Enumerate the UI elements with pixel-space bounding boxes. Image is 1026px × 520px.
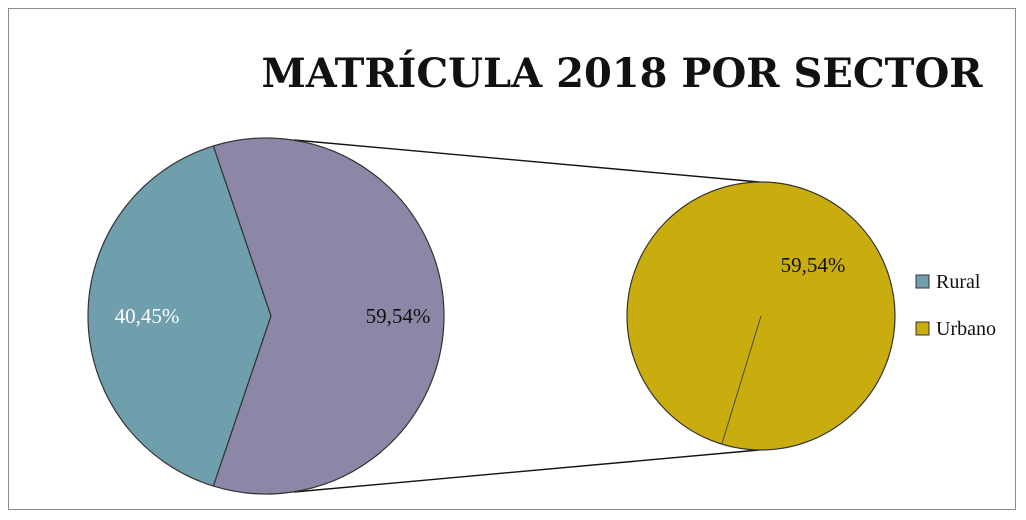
pie-slice-other	[212, 137, 445, 495]
legend-swatch-rural	[915, 274, 930, 289]
connector-lines	[293, 139, 760, 493]
main-pie	[87, 137, 445, 495]
connector-line-top	[293, 139, 760, 183]
legend-label-urbano: Urbano	[936, 318, 996, 340]
data-label-other: 59,54%	[366, 304, 431, 328]
connector-line-bottom	[293, 449, 760, 493]
legend-item-urbano: Urbano	[915, 318, 996, 340]
data-label-rural: 40,45%	[115, 304, 180, 328]
legend-label-rural: Rural	[936, 271, 981, 293]
secondary-pie	[626, 181, 896, 451]
pie-slice-rural	[87, 145, 272, 487]
legend: Rural Urbano	[915, 271, 996, 340]
legend-item-rural: Rural	[915, 271, 981, 293]
chart-title: MATRÍCULA 2018 POR SECTOR	[261, 50, 983, 97]
data-label-urbano: 59,54%	[781, 253, 846, 277]
secondary-slice-divider	[721, 315, 762, 445]
legend-swatch-urbano	[915, 321, 930, 336]
